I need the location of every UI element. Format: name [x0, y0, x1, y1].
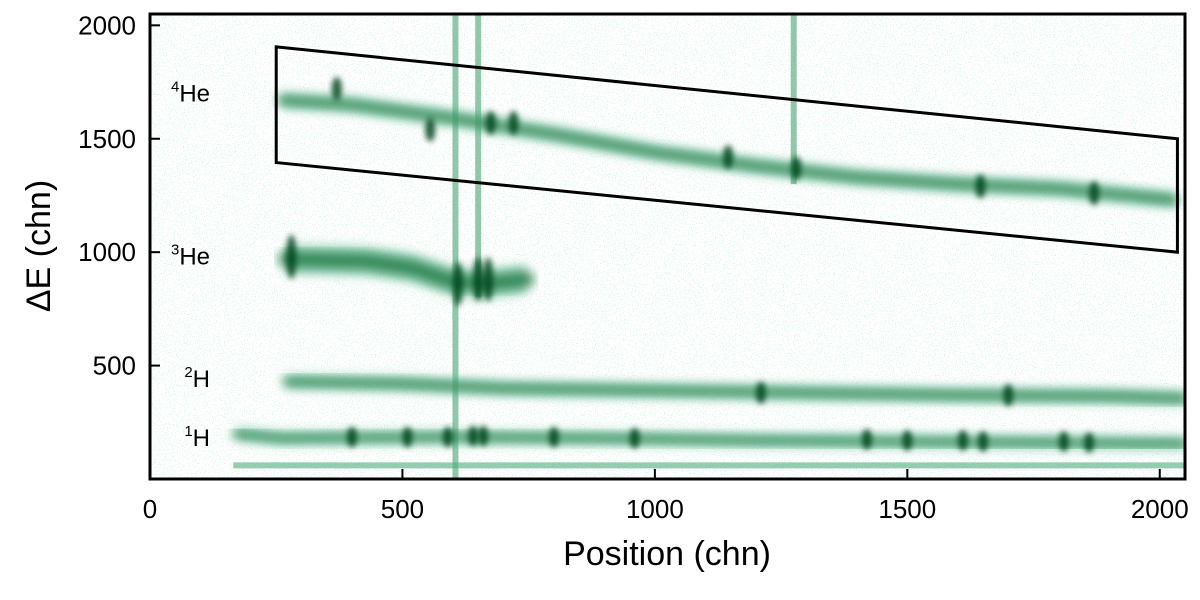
selection-polygon — [274, 45, 1179, 254]
ion-label-h1: 1H — [184, 423, 210, 452]
band-he4-spot-2 — [485, 110, 496, 135]
x-tick-label-2: 1000 — [626, 494, 684, 524]
band-he4-halo — [281, 92, 1175, 208]
band-h2-spot-0 — [755, 381, 766, 404]
band-he4-spot-6 — [975, 174, 986, 199]
band-h2-spot-1 — [1003, 384, 1014, 407]
band-h1-spot-11 — [1058, 431, 1069, 452]
band-he3-spot-1 — [452, 261, 463, 307]
band-h1-spot-7 — [861, 429, 872, 450]
band-h1-spot-8 — [902, 430, 913, 451]
band-he4-spot-1 — [425, 117, 436, 142]
band-h1-spot-1 — [402, 426, 413, 448]
x-tick-label-4: 2000 — [1131, 494, 1189, 524]
band-h2-core — [282, 377, 1184, 403]
x-axis-ticks: 0 500 1000 1500 2000 — [143, 469, 1189, 524]
ion-label-he3: 3He — [171, 242, 210, 271]
plot-area — [151, 15, 1184, 478]
ion-label-h2-element: H — [193, 366, 210, 393]
y-tick-label-0: 500 — [93, 351, 136, 381]
x-axis-title: Position (chn) — [563, 535, 771, 573]
y-tick-label-3: 2000 — [78, 10, 136, 40]
bands — [232, 76, 1184, 453]
band-h1-spot-9 — [957, 430, 968, 451]
y-tick-label-2: 1500 — [78, 124, 136, 154]
ion-label-h2: 2H — [184, 364, 210, 393]
ion-label-h2-mass: 2 — [184, 364, 192, 381]
band-h1-spot-0 — [346, 426, 357, 448]
plot-frame — [148, 12, 1187, 481]
y-tick-label-1: 1000 — [78, 237, 136, 267]
band-he4-spot-0 — [331, 76, 342, 101]
ion-label-he4-element: He — [179, 80, 210, 107]
band-he3-spot-2 — [473, 257, 484, 302]
band-h1-spot-3 — [468, 425, 479, 447]
ion-label-he4-mass: 4 — [171, 78, 179, 95]
band-h2 — [282, 374, 1184, 407]
band-he4-spot-4 — [723, 144, 734, 169]
x-tick-label-0: 0 — [143, 494, 157, 524]
band-h1-spot-10 — [978, 431, 989, 452]
band-he3 — [278, 234, 535, 307]
band-h1-spot-2 — [442, 426, 453, 448]
band-he4-spot-3 — [508, 110, 519, 135]
band-h1-spot-4 — [478, 425, 489, 447]
band-he4-core — [276, 95, 1180, 205]
band-he3-spot-0 — [286, 234, 297, 279]
band-h1-spot-5 — [548, 426, 559, 448]
y-axis-title: ΔE (chn) — [20, 180, 58, 312]
y-axis-ticks: 500 1000 1500 2000 — [78, 10, 160, 381]
ion-label-h1-element: H — [193, 425, 210, 452]
band-h1-spot-12 — [1084, 432, 1095, 453]
ion-label-he3-mass: 3 — [171, 242, 179, 259]
band-he4-spot-5 — [791, 156, 802, 181]
band-he3-spot-3 — [483, 257, 494, 302]
ion-label-he3-element: He — [179, 244, 210, 271]
x-tick-label-1: 500 — [381, 494, 424, 524]
band-he4-spot-7 — [1089, 181, 1100, 206]
band-h1-spot-6 — [629, 427, 640, 449]
streak-0 — [452, 15, 459, 478]
streak-1 — [475, 15, 482, 298]
ion-label-h1-mass: 1 — [184, 423, 192, 440]
x-tick-label-3: 1500 — [878, 494, 936, 524]
band-he4 — [276, 76, 1180, 208]
band-h1 — [232, 425, 1184, 453]
ion-label-he4: 4He — [171, 78, 210, 107]
band-h1-core — [232, 429, 1184, 448]
